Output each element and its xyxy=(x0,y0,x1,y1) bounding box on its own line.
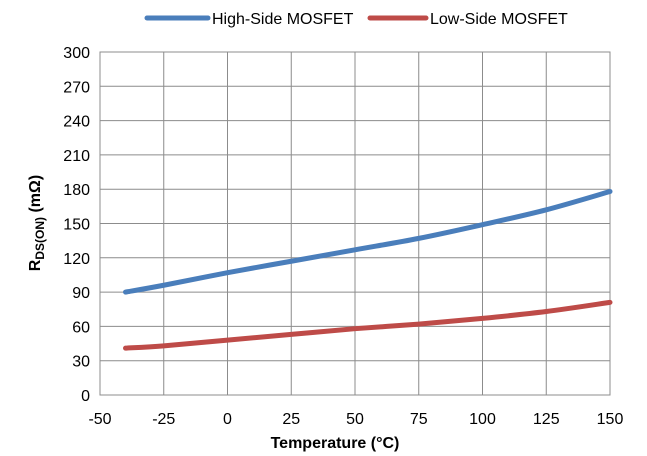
y-tick-labels: 0 30 60 90 120 150 180 210 240 270 300 xyxy=(63,45,90,405)
y-axis-title-main: R xyxy=(27,259,44,271)
x-tick-label: 25 xyxy=(282,411,300,428)
y-axis-title-subscript: DS(ON) xyxy=(33,217,47,260)
plot-frame xyxy=(99,51,611,396)
x-tick-label: 100 xyxy=(469,411,496,428)
y-tick-label: 300 xyxy=(63,45,90,62)
y-tick-label: 0 xyxy=(81,388,90,405)
x-tick-label: 50 xyxy=(346,411,364,428)
x-tick-label: 150 xyxy=(597,411,624,428)
grid xyxy=(99,51,611,396)
y-tick-label: 270 xyxy=(63,79,90,96)
x-tick-label: 75 xyxy=(410,411,428,428)
y-axis-title: RDS(ON) (mΩ) xyxy=(27,175,47,271)
x-tick-label: -25 xyxy=(152,411,175,428)
series-group xyxy=(123,188,613,351)
x-tick-label: 125 xyxy=(533,411,560,428)
legend-label-high-side-mosfet: High-Side MOSFET xyxy=(212,11,354,28)
y-tick-label: 30 xyxy=(72,354,90,371)
y-tick-label: 60 xyxy=(72,319,90,336)
y-tick-label: 180 xyxy=(63,182,90,199)
y-tick-label: 150 xyxy=(63,217,90,234)
series-line-low-side-mosfet xyxy=(123,299,613,351)
y-tick-label: 210 xyxy=(63,148,90,165)
y-tick-label: 240 xyxy=(63,114,90,131)
x-tick-label: 0 xyxy=(223,411,232,428)
x-axis-title: Temperature (°C) xyxy=(271,435,400,452)
y-axis-title-unit: (mΩ) xyxy=(27,175,44,217)
legend: High-Side MOSFET Low-Side MOSFET xyxy=(144,11,568,28)
y-tick-label: 120 xyxy=(63,251,90,268)
series-line-high-side-mosfet xyxy=(123,188,613,295)
legend-label-low-side-mosfet: Low-Side MOSFET xyxy=(430,11,568,28)
x-tick-labels: -50 -25 0 25 50 75 100 125 150 xyxy=(88,411,623,428)
y-tick-label: 90 xyxy=(72,285,90,302)
x-tick-label: -50 xyxy=(88,411,111,428)
